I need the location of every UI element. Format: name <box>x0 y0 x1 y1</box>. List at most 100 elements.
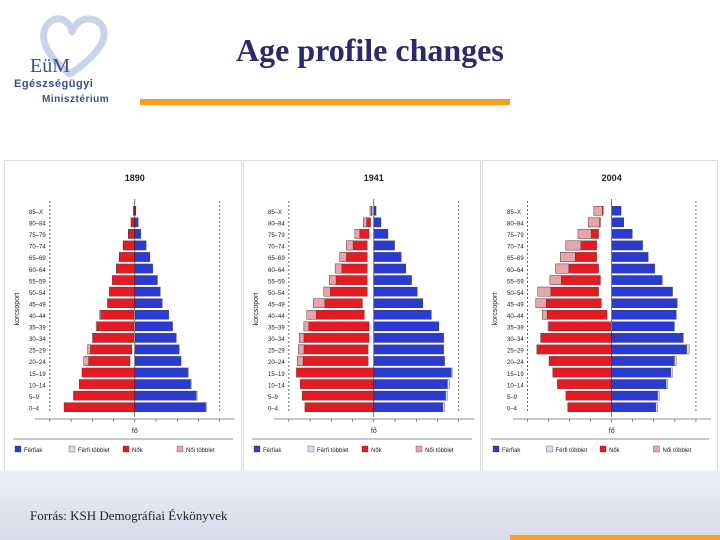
female-surplus-bar <box>313 299 324 308</box>
x-axis-label: fő <box>371 428 377 435</box>
age-tick-label: 25–29 <box>268 349 285 355</box>
female-bar <box>82 368 135 377</box>
male-bar <box>374 333 444 342</box>
male-bar <box>135 229 141 238</box>
female-surplus-bar <box>324 287 331 296</box>
male-bar <box>135 345 179 354</box>
age-tick-label: 60–64 <box>29 268 46 274</box>
legend-swatch <box>493 446 499 452</box>
female-surplus-bar <box>299 333 304 342</box>
male-surplus-bar <box>683 333 684 342</box>
female-bar <box>537 345 612 354</box>
female-bar <box>88 345 132 354</box>
male-bar <box>135 379 191 388</box>
female-bar <box>305 403 374 412</box>
age-tick-label: 45–49 <box>268 302 285 308</box>
age-tick-label: 15–19 <box>29 372 46 378</box>
female-bar <box>299 333 369 342</box>
female-bar <box>542 310 607 319</box>
male-bar <box>135 275 158 284</box>
age-tick-label: 70–74 <box>29 245 46 251</box>
male-surplus-bar <box>674 356 676 365</box>
male-bar <box>612 310 677 319</box>
age-tick-label: 40–44 <box>29 314 46 320</box>
male-bar <box>135 391 196 400</box>
male-bar <box>612 229 633 238</box>
male-bar <box>612 333 683 342</box>
male-bar <box>612 379 666 388</box>
male-surplus-bar <box>658 391 660 400</box>
age-tick-label: 75–79 <box>507 233 524 239</box>
legend-label: Férfi többlet <box>78 448 110 454</box>
female-bar <box>302 391 374 400</box>
legend-label: Férfi többlet <box>556 448 588 454</box>
female-surplus-bar <box>363 218 366 227</box>
male-bar <box>374 403 443 412</box>
female-surplus-bar <box>84 356 89 365</box>
age-tick-label: 60–64 <box>268 268 285 274</box>
female-surplus-bar <box>307 310 316 319</box>
pyramid-panel-1890: 1890 korcsoport 0–4 5–9 10–14 15–19 20–24 25–29… <box>4 160 242 472</box>
female-surplus-bar <box>536 299 546 308</box>
female-surplus-bar <box>128 229 129 238</box>
legend-label: Nők <box>371 448 383 454</box>
male-bar <box>135 252 150 261</box>
female-surplus-bar <box>355 229 360 238</box>
age-tick-label: 35–39 <box>507 326 524 332</box>
legend-swatch <box>547 446 553 452</box>
y-axis-label: korcsoport <box>253 293 260 326</box>
male-bar <box>612 368 671 377</box>
pyramid-panel-1941: 1941 korcsoport 0–4 5–9 10–14 15–19 20–24 25–29… <box>243 160 481 472</box>
age-tick-label: 65–69 <box>29 256 46 262</box>
male-surplus-bar <box>190 379 191 388</box>
female-bar <box>64 403 135 412</box>
age-tick-label: 0–4 <box>507 406 518 412</box>
legend-swatch <box>69 446 75 452</box>
female-bar <box>300 379 374 388</box>
male-bar <box>135 218 138 227</box>
male-surplus-bar <box>206 403 207 412</box>
source-note: Forrás: KSH Demográfiai Évkönyvek <box>30 508 228 524</box>
female-bar <box>123 241 134 250</box>
legend-label: Női többlet <box>186 448 215 454</box>
female-surplus-bar <box>335 264 342 273</box>
male-bar <box>374 391 446 400</box>
male-bar <box>135 368 188 377</box>
female-bar <box>79 379 135 388</box>
age-tick-label: 20–24 <box>268 360 285 366</box>
male-bar <box>374 322 439 331</box>
male-bar <box>135 241 146 250</box>
legend-swatch <box>308 446 314 452</box>
footer-accent-bar <box>510 535 720 540</box>
legend-swatch <box>362 446 368 452</box>
age-tick-label: 45–49 <box>507 302 524 308</box>
male-bar <box>135 287 160 296</box>
age-tick-label: 50–54 <box>507 291 524 297</box>
legend-swatch <box>254 446 260 452</box>
age-tick-label: 20–24 <box>29 360 46 366</box>
x-axis-label: fő <box>609 428 615 435</box>
male-bar <box>612 403 656 412</box>
pyramid-panel-2004: 2004 korcsoport 0–4 5–9 10–14 15–19 20–24 25–29… <box>482 160 718 472</box>
age-tick-label: 85–X <box>507 210 521 216</box>
legend-label: Női többlet <box>425 448 454 454</box>
female-bar <box>297 356 368 365</box>
female-bar <box>568 403 612 412</box>
age-tick-label: 70–74 <box>507 245 524 251</box>
chart-title: 1890 <box>125 173 145 183</box>
age-tick-label: 65–69 <box>268 256 285 262</box>
male-bar <box>374 218 381 227</box>
pyramid-chart-1941: 1941 korcsoport 0–4 5–9 10–14 15–19 20–24 25–29… <box>244 161 480 471</box>
age-tick-label: 30–34 <box>507 337 524 343</box>
male-bar <box>135 322 173 331</box>
age-tick-label: 15–19 <box>507 372 524 378</box>
female-surplus-bar <box>560 252 575 261</box>
female-bar <box>296 368 373 377</box>
y-axis-label: korcsoport <box>492 293 499 326</box>
female-surplus-bar <box>588 218 599 227</box>
age-tick-label: 75–79 <box>268 233 285 239</box>
legend-swatch <box>15 446 21 452</box>
male-bar <box>612 206 621 215</box>
male-bar <box>374 345 444 354</box>
footer-band <box>0 470 720 540</box>
